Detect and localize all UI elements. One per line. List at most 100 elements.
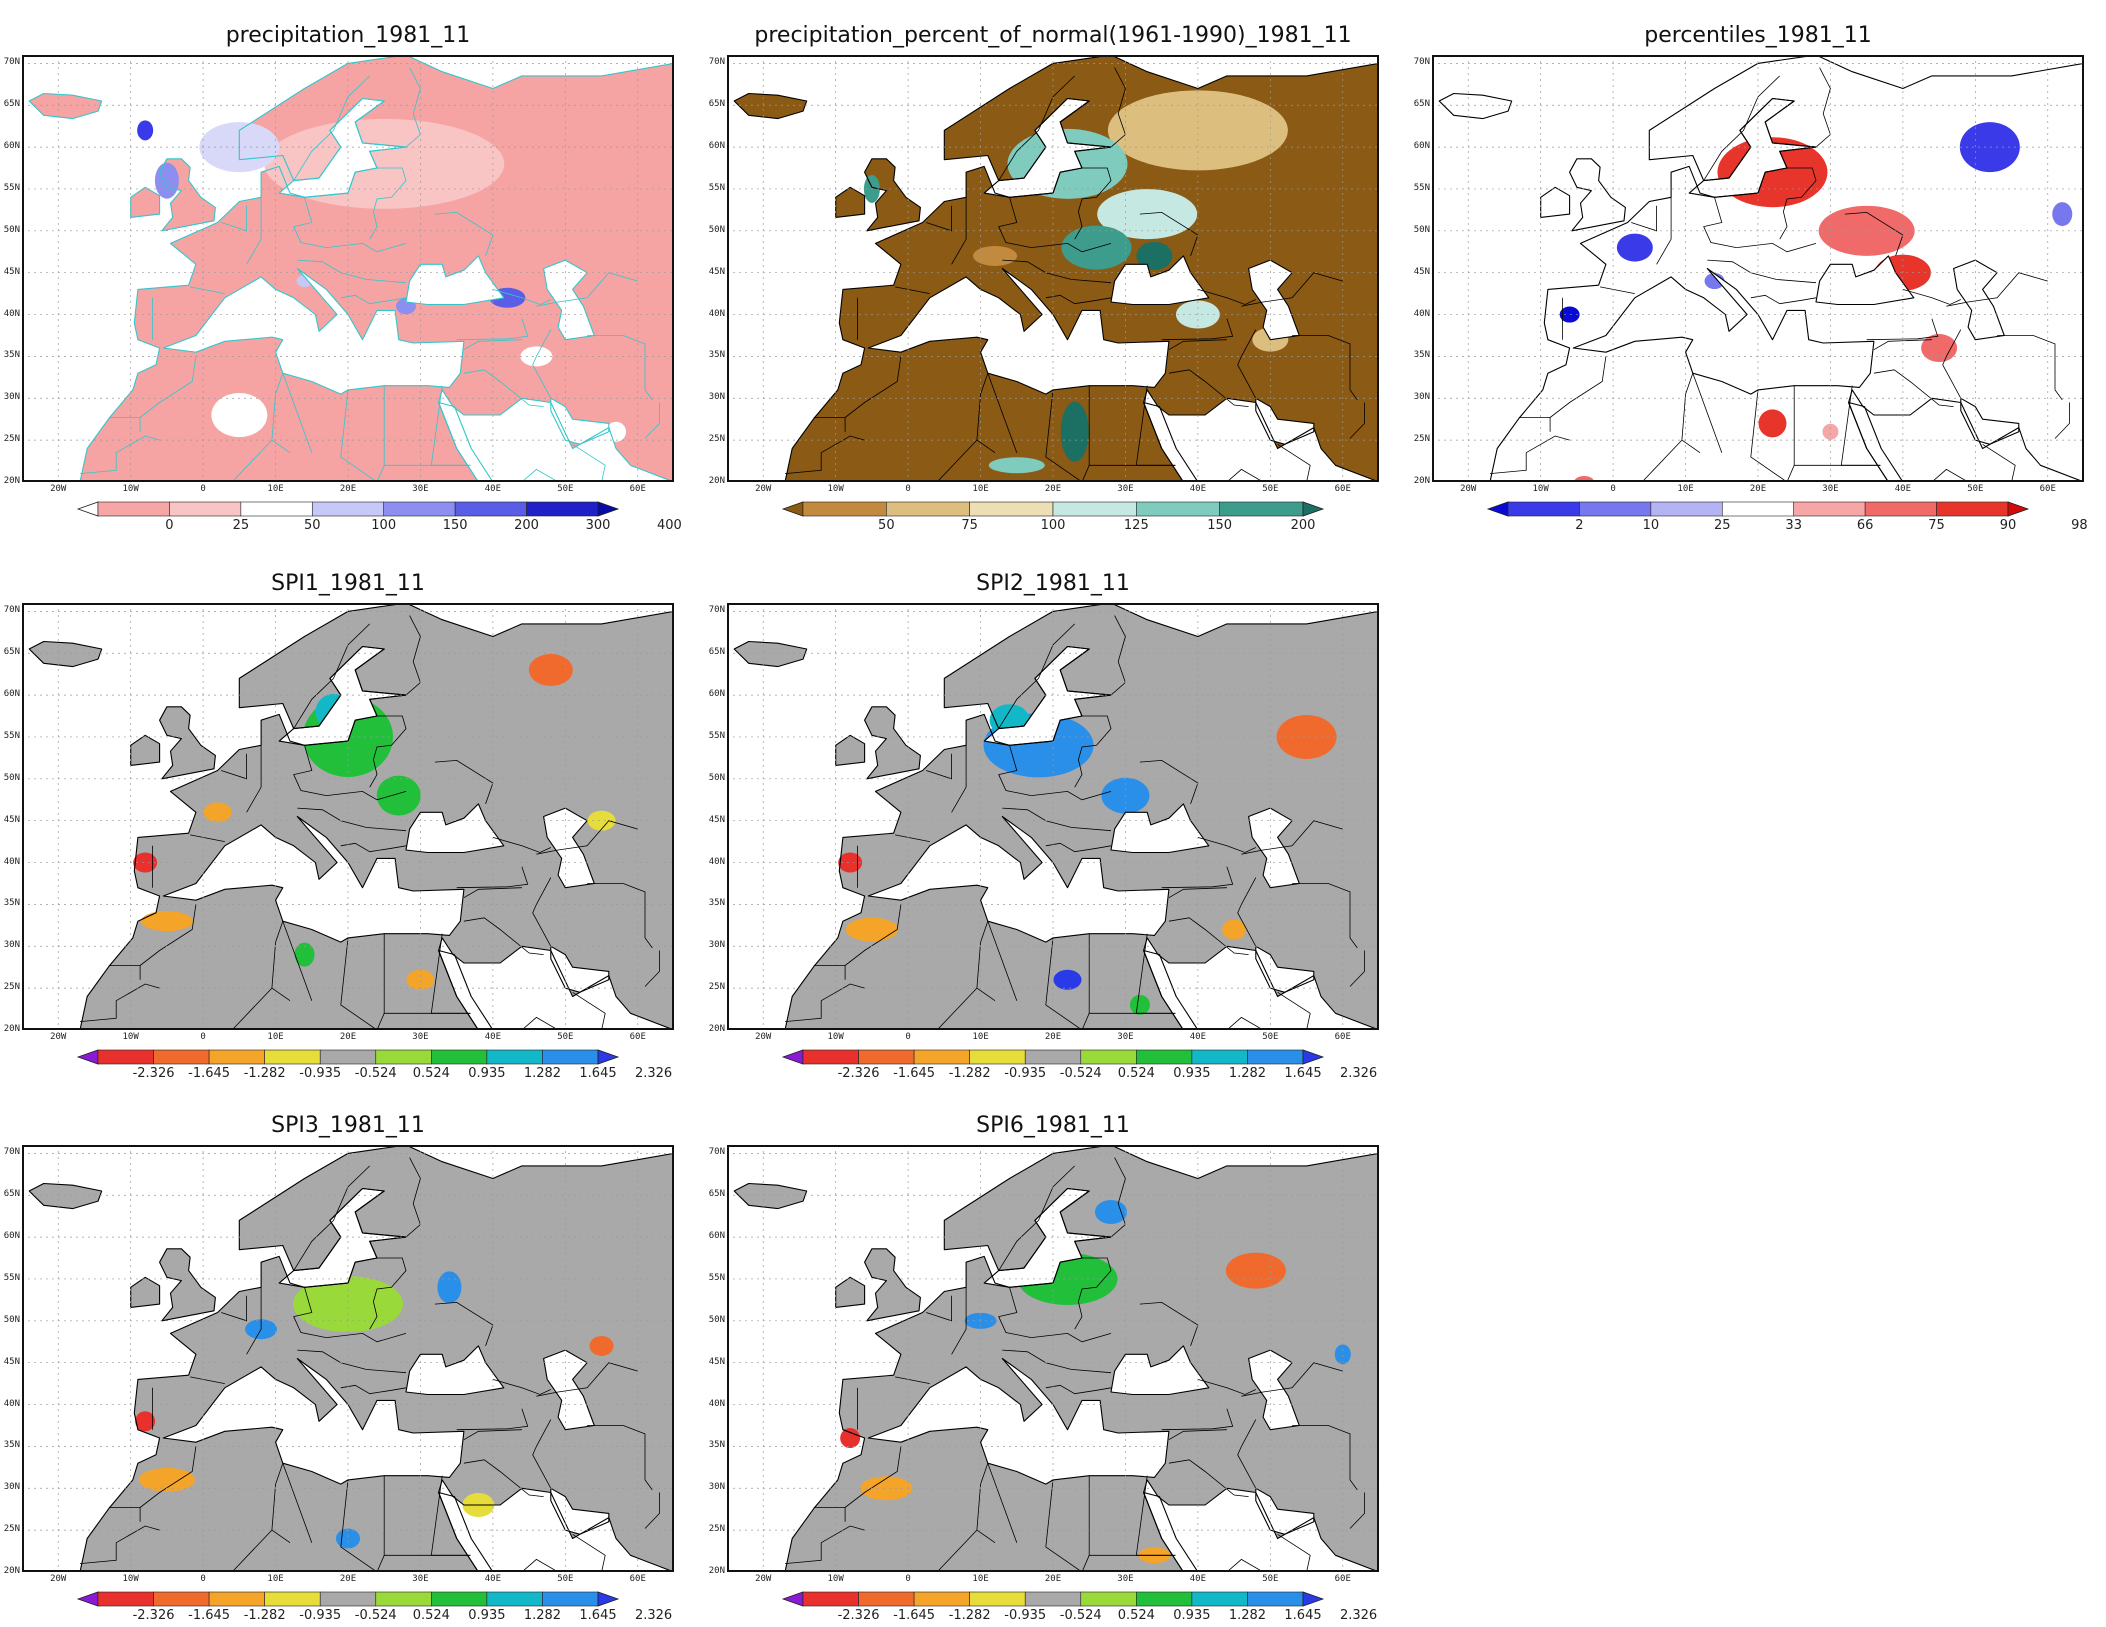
teal-area-chad (988, 457, 1045, 474)
colorbar-high-end (1302, 1049, 1325, 1065)
colorbar: 50 75 100 125 150 200 (781, 501, 1325, 536)
longitude-label: 60E (1334, 484, 1351, 494)
map-canvas (24, 605, 672, 1028)
colorbar-label: 50 (878, 518, 895, 533)
colorbar: -2.326 -1.645 -1.282 -0.935 -0.524 0.524 0.935… (76, 1591, 672, 1626)
colorbar-swatch (1721, 501, 1795, 517)
colorbar-label: -0.524 (354, 1608, 397, 1623)
colorbar-label: 90 (1999, 518, 2017, 533)
longitude-label: 30E (1117, 484, 1134, 494)
latitude-label: 55N (1413, 182, 1430, 193)
green-area-sudan (1129, 994, 1150, 1015)
land-ireland (835, 1277, 865, 1308)
longitude-label: 30E (412, 1032, 429, 1042)
red-area-iberia (840, 1428, 861, 1449)
colorbar: -2.326 -1.645 -1.282 -0.935 -0.524 0.524 0.935… (781, 1591, 1377, 1626)
longitude-label: 40E (1189, 484, 1206, 494)
longitude-label: 60E (629, 1032, 646, 1042)
longitude-label: 50E (557, 1032, 574, 1042)
colorbar-swatch (1052, 501, 1137, 517)
colorbar-label: -1.282 (948, 1066, 991, 1081)
latitude-label: 65N (3, 647, 20, 658)
latitude-label: 50N (708, 1314, 725, 1325)
colorbar-label: 33 (1785, 518, 1802, 533)
land-mass (80, 605, 672, 1028)
latitude-label: 60N (3, 141, 20, 152)
colorbar-swatch (454, 501, 527, 517)
longitude-label: 20W (755, 484, 772, 494)
caspian-sea (1953, 260, 2005, 340)
colorbar-label: 100 (1040, 518, 1066, 533)
colorbar-spi6 (781, 1591, 1325, 1607)
colorbar-swatch (1507, 501, 1580, 517)
longitude-label: 20W (50, 484, 67, 494)
longitude-label: 30E (412, 1574, 429, 1584)
blue-area-aral (1334, 1344, 1351, 1365)
baltic-sea (279, 98, 406, 198)
land-iceland (29, 1183, 102, 1209)
colorbar-label: -2.326 (837, 1608, 880, 1623)
caspian-sea (543, 1350, 595, 1430)
coastlines (28, 57, 672, 480)
colorbar-label: 75 (961, 518, 978, 533)
colorbar-label: 0.935 (468, 1608, 506, 1623)
latitude-label: 45N (3, 1356, 20, 1367)
graticule (1434, 57, 2082, 480)
longitude-label: 30E (1117, 1574, 1134, 1584)
colorbar-label: 400 (657, 518, 682, 533)
colorbar-swatch (913, 1049, 970, 1065)
colorbar-label: 50 (304, 518, 321, 533)
colorbar-pct (781, 501, 1325, 517)
latitude-label: 70N (708, 57, 725, 68)
land-mass (785, 1147, 1377, 1570)
latitude-label: 45N (3, 814, 20, 825)
latitude-label: 60N (1413, 141, 1430, 152)
colorbar-low-end (781, 1049, 804, 1065)
blue-area-russia (437, 1271, 462, 1304)
colorbar-swatch (264, 1591, 321, 1607)
red-area-libya (1758, 409, 1787, 438)
dark-teal-libya (1060, 401, 1089, 462)
longitude-label: 0 (1610, 484, 1616, 494)
blue-area-norway (137, 120, 154, 141)
colorbar-label: 1.645 (1284, 1608, 1322, 1623)
colorbar-swatch (1579, 501, 1652, 517)
colorbar-label: -1.282 (243, 1066, 286, 1081)
longitude-label: 0 (200, 484, 206, 494)
latitude-label: 40N (3, 308, 20, 319)
colorbar-label: -0.524 (1059, 1066, 1102, 1081)
latitude-label: 45N (1413, 266, 1430, 277)
longitude-label: 60E (629, 484, 646, 494)
colorbar-label: -1.645 (893, 1608, 936, 1623)
map-title: percentiles_1981_11 (1644, 23, 1872, 48)
caspian-sea (1248, 260, 1300, 340)
mediterranean-sea (868, 268, 1169, 395)
orange-area-urals (1225, 1252, 1286, 1289)
colorbar-label: 10 (1642, 518, 1660, 533)
map-plot-area (727, 603, 1379, 1030)
longitude-label: 40E (484, 1574, 501, 1584)
caspian-sea (1248, 1350, 1300, 1430)
red-area-ukraine (1818, 205, 1915, 256)
colorbar-label: 1.282 (523, 1608, 562, 1623)
land-great-britain (864, 1248, 921, 1321)
orange-area-morocco (845, 917, 898, 942)
caspian-sea (543, 260, 595, 340)
colorbar-swatch (1136, 1049, 1193, 1065)
longitude-label: 20W (50, 1032, 67, 1042)
map-canvas (1434, 57, 2082, 480)
colorbar: -2.326 -1.645 -1.282 -0.935 -0.524 0.524 0.935… (781, 1049, 1377, 1084)
colorbar-label: -1.282 (948, 1608, 991, 1623)
colorbar-swatch (1080, 1591, 1137, 1607)
latitude-label: 50N (708, 224, 725, 235)
country-borders (79, 1157, 660, 1570)
latitude-label: 65N (1413, 99, 1430, 110)
latitude-label: 35N (3, 898, 20, 909)
colorbar-label: 2.326 (1339, 1608, 1378, 1623)
land-iceland (29, 641, 102, 667)
mediterranean-sea (163, 268, 464, 395)
land-mass (1490, 57, 2082, 480)
longitude-label: 10E (972, 1574, 989, 1584)
colorbar-label: 1.282 (1228, 1608, 1267, 1623)
orange-area-kazakh (1276, 714, 1337, 759)
